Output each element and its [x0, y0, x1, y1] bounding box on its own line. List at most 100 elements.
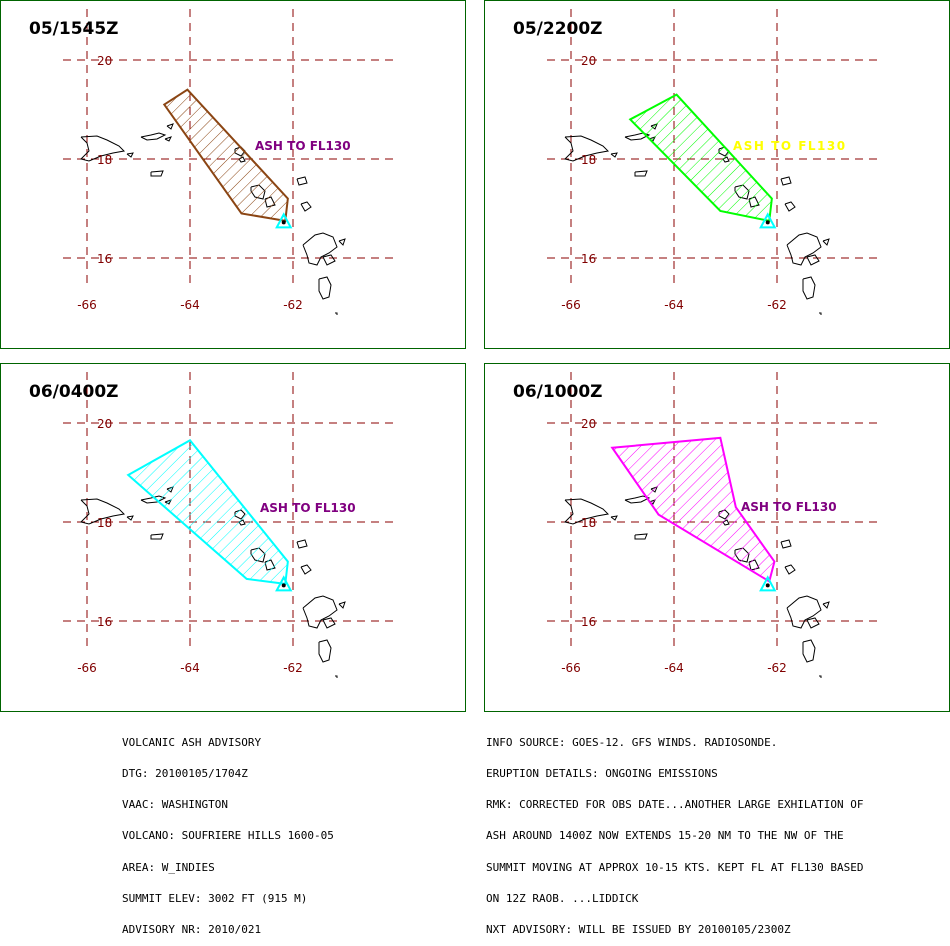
coastline: [300, 201, 312, 212]
advisory-header-text: VOLCANIC ASH ADVISORY DTG: 20100105/1704…: [122, 717, 334, 946]
coastline: [302, 232, 338, 266]
longitude-label: -64: [664, 661, 684, 675]
advisory-line: ADVISORY NR: 2010/021: [122, 923, 262, 937]
advisory-line: ERUPTION DETAILS: ONGOING EMISSIONS: [486, 767, 718, 781]
coastline: [140, 132, 167, 141]
map-panel-2: 20 18 16 -66 -64 -62 05/2200Z ASH TO FL130: [484, 0, 950, 349]
coastline: [296, 176, 308, 186]
ash-height-label: ASH TO FL130: [741, 500, 837, 514]
volcano-summit-dot: [765, 220, 770, 225]
map-panel-1: 20 18 16 -66 -64 -62 05/1545Z ASH TO FL130: [0, 0, 466, 349]
coastline: [302, 595, 338, 629]
coastline: [150, 533, 164, 540]
latitude-label: 20: [97, 54, 112, 68]
coastline: [819, 312, 822, 315]
coastline: [806, 617, 820, 629]
coastline: [822, 601, 830, 609]
longitude-label: -66: [77, 661, 97, 675]
advisory-line: RMK: CORRECTED FOR OBS DATE...ANOTHER LA…: [486, 798, 864, 812]
advisory-line: AREA: W_INDIES: [122, 860, 215, 874]
volcano-marker-icon: [759, 212, 777, 229]
map-canvas-2: 20 18 16 -66 -64 -62: [547, 9, 877, 315]
coastline: [322, 617, 336, 629]
latitude-label: 16: [97, 252, 112, 266]
map-canvas-4: 20 18 16 -66 -64 -62: [547, 372, 877, 678]
coastline: [634, 170, 648, 177]
longitude-label: -66: [561, 661, 581, 675]
ash-height-label: ASH TO FL130: [255, 139, 351, 153]
ash-height-label: ASH TO FL130: [260, 501, 356, 515]
longitude-label: -62: [767, 298, 787, 312]
advisory-line: SUMMIT ELEV: 3002 FT (915 M): [122, 891, 308, 905]
coastline: [822, 238, 830, 246]
latitude-label: 20: [581, 54, 596, 68]
coastline: [80, 135, 126, 162]
latitude-label: 16: [581, 252, 596, 266]
latitude-label: 18: [581, 153, 596, 167]
coastline: [335, 312, 338, 315]
volcano-marker-icon: [275, 575, 293, 592]
advisory-line: VOLCANIC ASH ADVISORY: [122, 735, 262, 749]
volcano-summit-dot: [281, 583, 286, 588]
longitude-label: -66: [77, 298, 97, 312]
panel-time-label: 05/1545Z: [29, 19, 119, 39]
volcano-marker-icon: [759, 575, 777, 592]
latitude-label: 18: [97, 516, 112, 530]
latitude-label: 20: [97, 417, 112, 431]
panel-time-label: 06/0400Z: [29, 382, 119, 402]
advisory-line: DTG: 20100105/1704Z: [122, 767, 248, 781]
coastline: [784, 201, 796, 212]
ash-cloud-polygon: [162, 88, 289, 223]
coastline: [296, 539, 308, 549]
coastline: [126, 152, 134, 158]
advisory-line: INFO SOURCE: GOES-12. GFS WINDS. RADIOSO…: [486, 735, 778, 749]
coastline: [318, 639, 332, 663]
latitude-label: 16: [97, 615, 112, 629]
longitude-label: -64: [664, 298, 684, 312]
coastline: [634, 533, 648, 540]
latitude-label: 16: [581, 615, 596, 629]
coastline: [335, 675, 338, 678]
coastline: [610, 152, 618, 158]
coastline: [806, 254, 820, 266]
advisory-line: SUMMIT MOVING AT APPROX 10-15 KTS. KEPT …: [486, 860, 864, 874]
advisory-line: ON 12Z RAOB. ...LIDDICK: [486, 891, 639, 905]
panel-time-label: 05/2200Z: [513, 19, 603, 39]
coastline: [610, 515, 618, 521]
panel-time-label: 06/1000Z: [513, 382, 603, 402]
latitude-label: 18: [97, 153, 112, 167]
coastline: [80, 498, 126, 525]
longitude-label: -62: [283, 298, 303, 312]
coastline: [564, 498, 610, 525]
ash-cloud-polygon: [610, 436, 776, 583]
coastline: [780, 176, 792, 186]
ash-cloud-polygon: [628, 93, 773, 223]
coastline: [786, 595, 822, 629]
longitude-label: -62: [767, 661, 787, 675]
coastline: [300, 564, 312, 575]
coastline: [784, 564, 796, 575]
ash-height-label: ASH TO FL130: [733, 139, 847, 153]
coastline: [802, 639, 816, 663]
advisory-line: NXT ADVISORY: WILL BE ISSUED BY 20100105…: [486, 923, 791, 937]
longitude-label: -64: [180, 298, 200, 312]
latitude-label: 18: [581, 516, 596, 530]
ash-cloud-polygon: [126, 439, 289, 585]
map-panel-4: 20 18 16 -66 -64 -62 06/1000Z ASH TO FL130: [484, 363, 950, 712]
map-canvas-3: 20 18 16 -66 -64 -62: [63, 372, 393, 678]
coastline: [338, 601, 346, 609]
coastline: [318, 276, 332, 300]
longitude-label: -64: [180, 661, 200, 675]
coastline: [786, 232, 822, 266]
latitude-label: 20: [581, 417, 596, 431]
coastline: [338, 238, 346, 246]
coastline: [126, 515, 134, 521]
volcano-summit-dot: [281, 220, 286, 225]
advisory-line: VAAC: WASHINGTON: [122, 798, 228, 812]
advisory-line: ASH AROUND 1400Z NOW EXTENDS 15-20 NM TO…: [486, 829, 844, 843]
longitude-label: -66: [561, 298, 581, 312]
map-canvas-1: 20 18 16 -66 -64 -62: [63, 9, 393, 315]
coastline: [322, 254, 336, 266]
coastline: [166, 123, 174, 130]
coastline: [164, 136, 172, 142]
